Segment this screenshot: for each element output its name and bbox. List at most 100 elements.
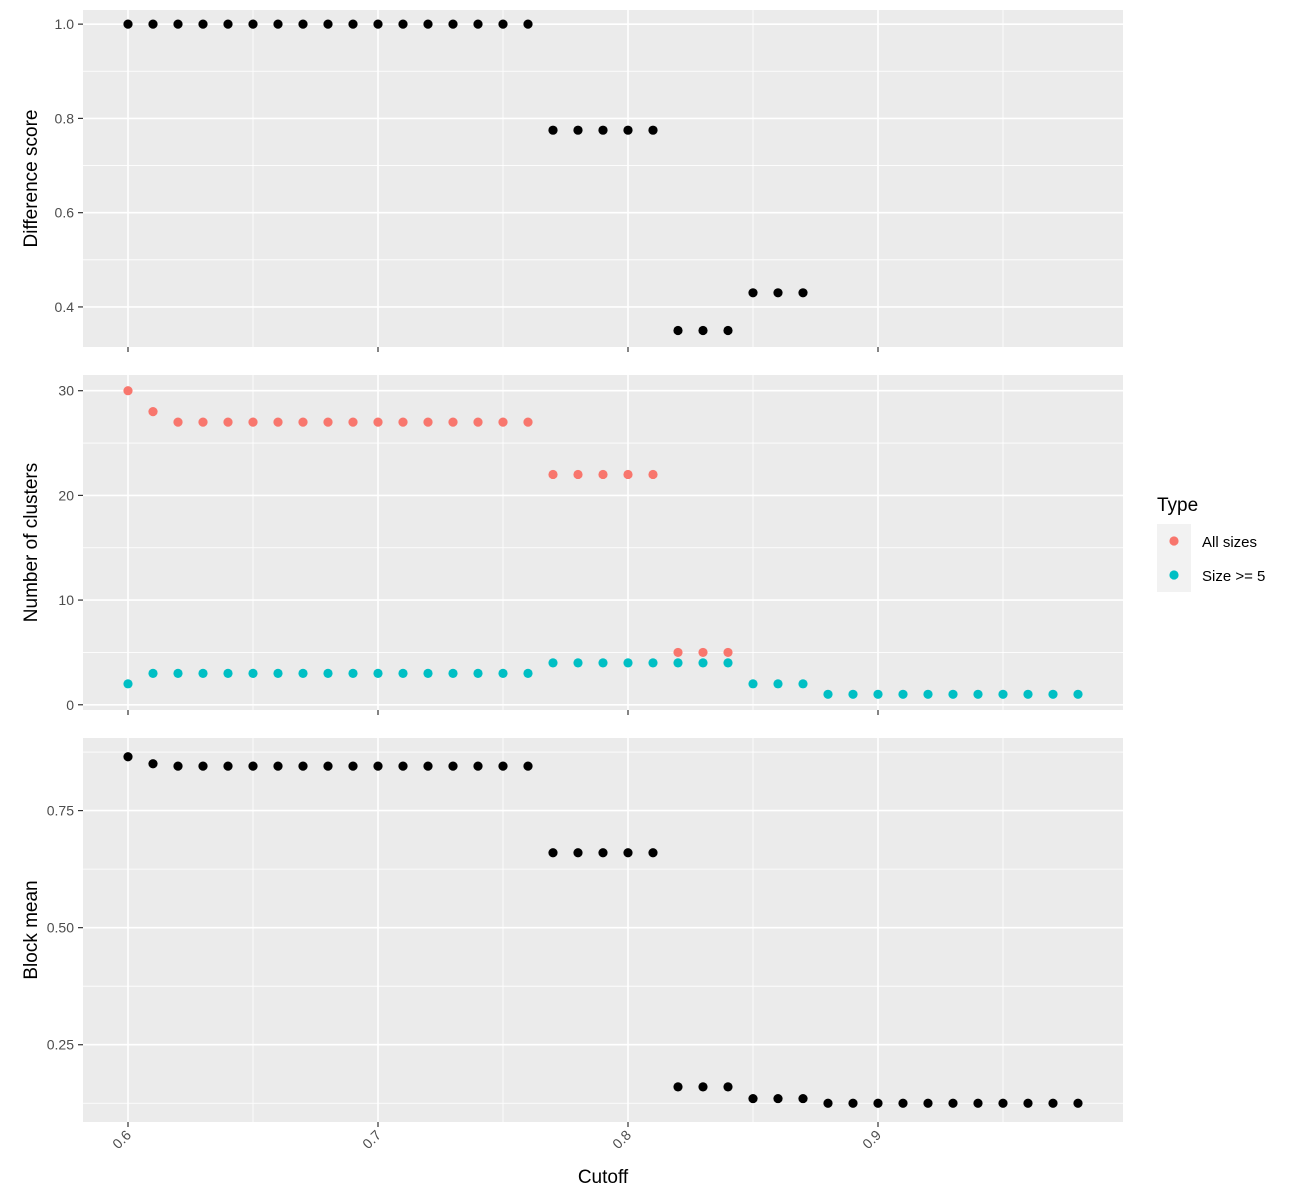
data-point — [523, 668, 533, 678]
data-point — [448, 19, 458, 29]
data-point — [948, 689, 958, 699]
data-point — [648, 469, 658, 480]
data-point — [473, 668, 483, 678]
data-point — [373, 668, 383, 678]
data-point — [1048, 689, 1058, 699]
data-point — [173, 19, 183, 29]
data-point — [598, 469, 608, 480]
data-point — [873, 1098, 883, 1108]
data-point — [548, 125, 558, 135]
data-point — [723, 658, 733, 668]
y-tick-label: 0 — [66, 697, 74, 713]
data-point — [198, 761, 208, 771]
data-point — [223, 417, 233, 427]
data-point — [398, 417, 408, 427]
y-axis-title: Block mean — [21, 880, 42, 979]
y-tick-label: 20 — [58, 487, 74, 503]
data-point — [998, 689, 1008, 699]
data-point — [423, 761, 433, 771]
data-point — [498, 19, 508, 29]
data-point — [673, 658, 683, 668]
data-point — [698, 647, 708, 658]
panel-1: 0.4 0.6 0.8 1.0 Difference score — [21, 10, 1123, 352]
data-point — [148, 407, 158, 417]
legend-title: Type — [1157, 495, 1198, 516]
data-point — [523, 761, 533, 771]
data-point — [373, 417, 383, 427]
y-tick-label: 30 — [58, 383, 74, 399]
data-point — [673, 325, 683, 336]
data-point — [673, 1082, 683, 1092]
data-point — [623, 658, 633, 668]
data-point — [423, 668, 433, 678]
panel-background — [83, 10, 1123, 347]
data-point — [748, 679, 758, 689]
data-point — [448, 761, 458, 771]
y-tick-label: 0.8 — [55, 110, 75, 126]
data-point — [598, 848, 608, 858]
data-point — [973, 1098, 983, 1108]
data-point — [448, 417, 458, 427]
data-point — [348, 668, 358, 678]
data-point — [973, 689, 983, 699]
data-point — [148, 759, 158, 769]
legend-label: All sizes — [1202, 534, 1257, 551]
data-point — [348, 761, 358, 771]
y-tick-label: 1.0 — [55, 16, 75, 32]
data-point — [348, 417, 358, 427]
data-point — [698, 325, 708, 336]
y-tick-label: 0.4 — [55, 299, 75, 315]
data-point — [823, 1098, 833, 1108]
data-point — [148, 19, 158, 29]
data-point — [773, 679, 783, 689]
legend-label: Size >= 5 — [1202, 568, 1265, 585]
data-point — [298, 19, 308, 29]
data-point — [298, 761, 308, 771]
data-point — [848, 689, 858, 699]
data-point — [498, 417, 508, 427]
data-point — [273, 761, 283, 771]
y-axis-title: Number of clusters — [21, 463, 42, 622]
panel-2: 0 10 20 30 Number of clusters — [21, 375, 1123, 715]
data-point — [523, 417, 533, 427]
panel-background — [83, 738, 1123, 1122]
series-1 — [123, 19, 808, 336]
data-point — [248, 19, 258, 29]
data-point — [273, 668, 283, 678]
x-tick-label: 0.7 — [359, 1127, 384, 1152]
y-tick-label: 0.6 — [55, 205, 75, 221]
data-point — [248, 761, 258, 771]
x-tick-label: 0.6 — [109, 1127, 134, 1152]
data-point — [448, 668, 458, 678]
data-point — [1023, 689, 1033, 699]
data-point — [1073, 1098, 1083, 1108]
data-point — [123, 386, 133, 396]
data-point — [298, 668, 308, 678]
data-point — [423, 417, 433, 427]
data-point — [748, 1093, 758, 1104]
data-point — [148, 668, 158, 678]
data-point — [798, 288, 808, 298]
x-tick-label: 0.9 — [859, 1127, 884, 1152]
data-point — [573, 658, 583, 668]
data-point — [323, 761, 333, 771]
data-point — [298, 417, 308, 427]
data-point — [748, 288, 758, 298]
data-point — [323, 417, 333, 427]
data-point — [848, 1098, 858, 1108]
data-point — [1023, 1098, 1033, 1108]
data-point — [198, 19, 208, 29]
data-point — [398, 19, 408, 29]
data-point — [648, 848, 658, 858]
data-point — [123, 752, 133, 762]
data-point — [248, 668, 258, 678]
data-point — [223, 19, 233, 29]
data-point — [523, 19, 533, 29]
data-point — [898, 1098, 908, 1108]
data-point — [548, 658, 558, 668]
data-point — [548, 469, 558, 480]
y-tick-label: 10 — [58, 592, 74, 608]
data-point — [123, 679, 133, 689]
data-point — [773, 1093, 783, 1104]
data-point — [473, 19, 483, 29]
